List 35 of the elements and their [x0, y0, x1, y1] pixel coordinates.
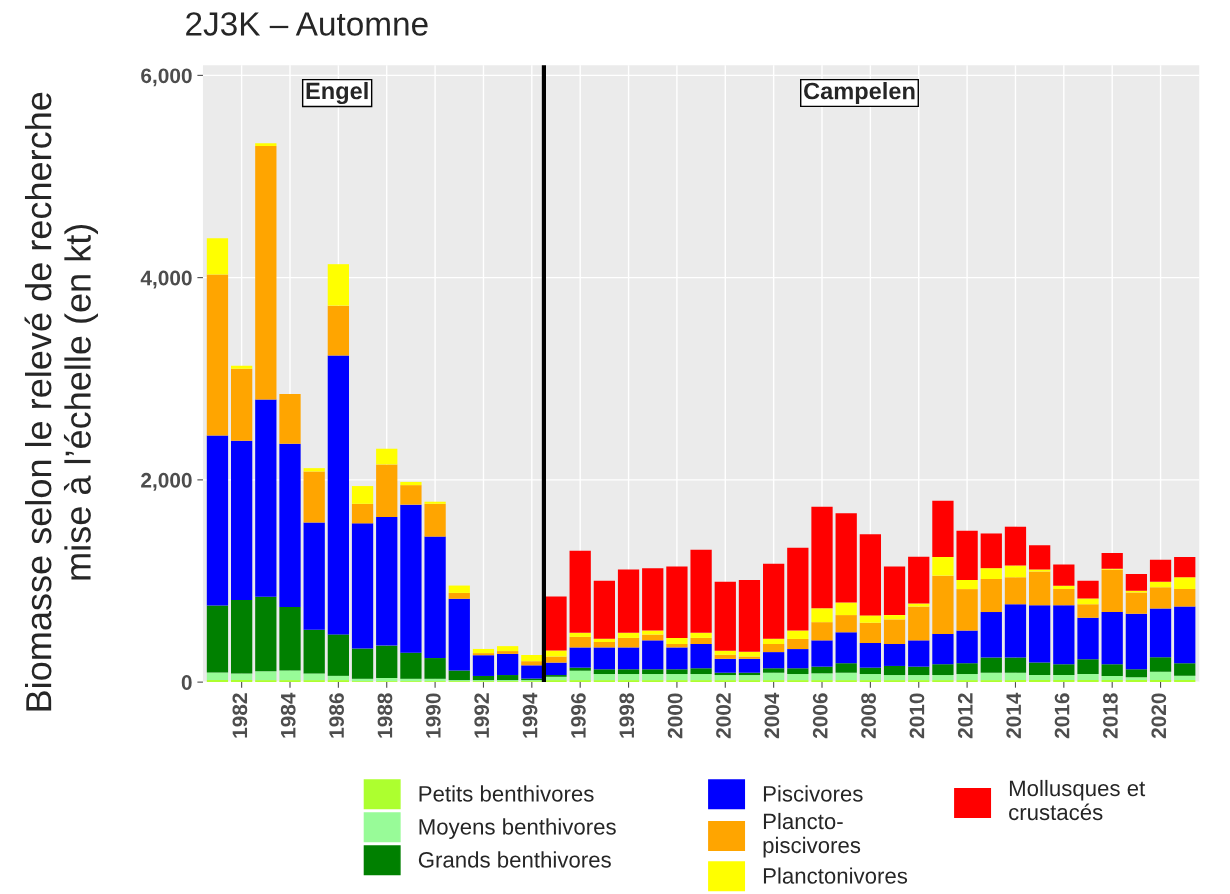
y-tick-label: 6,000	[141, 68, 192, 87]
x-tick-label: 2002	[716, 693, 731, 739]
x-tick-label: 2008	[861, 693, 876, 739]
x-tick-label: 1994	[522, 692, 538, 738]
x-tick-label: 1986	[329, 693, 344, 738]
x-tick-label: 2014	[1006, 692, 1022, 739]
x-tick-label: 1996	[571, 693, 586, 738]
x-tick-label: 2006	[812, 693, 828, 739]
chart-title: 2J3K – Automne	[186, 12, 428, 36]
x-tick-label: 2018	[1103, 693, 1118, 739]
x-tick-label: 2016	[1054, 693, 1070, 739]
y-tick-label: 2,000	[141, 472, 192, 491]
x-tick-label: 2000	[667, 693, 683, 739]
y-axis-title: Biomasse selon le relevé de recherche mise à l’échelle (en kt)	[24, 92, 99, 711]
legend-label: Moyens benthivores	[419, 818, 616, 840]
x-tick-label: 1982	[232, 693, 248, 738]
x-tick-label: 2012	[957, 693, 973, 739]
x-tick-label: 1984	[280, 692, 296, 738]
legend-label: Mollusques et crustacés	[1009, 779, 1146, 821]
x-tick-label: 1990	[425, 693, 441, 738]
legend-label: Petits benthivores	[419, 785, 594, 802]
x-tick-label: 2020	[1151, 693, 1167, 739]
annotation: Engel	[306, 81, 368, 105]
legend-label: Piscivores	[763, 785, 863, 802]
legend-label: Planctonivores	[763, 867, 908, 884]
y-tick-label: 4,000	[140, 270, 192, 289]
x-tick-label: 1988	[377, 693, 393, 738]
x-tick-label: 1992	[474, 693, 490, 738]
x-tick-label: 1998	[619, 693, 635, 738]
legend-label: Grands benthivores	[418, 851, 611, 868]
x-tick-label: 2010	[909, 693, 925, 739]
y-tick-label: 0	[181, 675, 192, 690]
annotation: Campelen	[804, 82, 915, 105]
legend-label: Plancto- piscivores	[763, 812, 861, 858]
x-tick-label: 2004	[764, 692, 780, 739]
